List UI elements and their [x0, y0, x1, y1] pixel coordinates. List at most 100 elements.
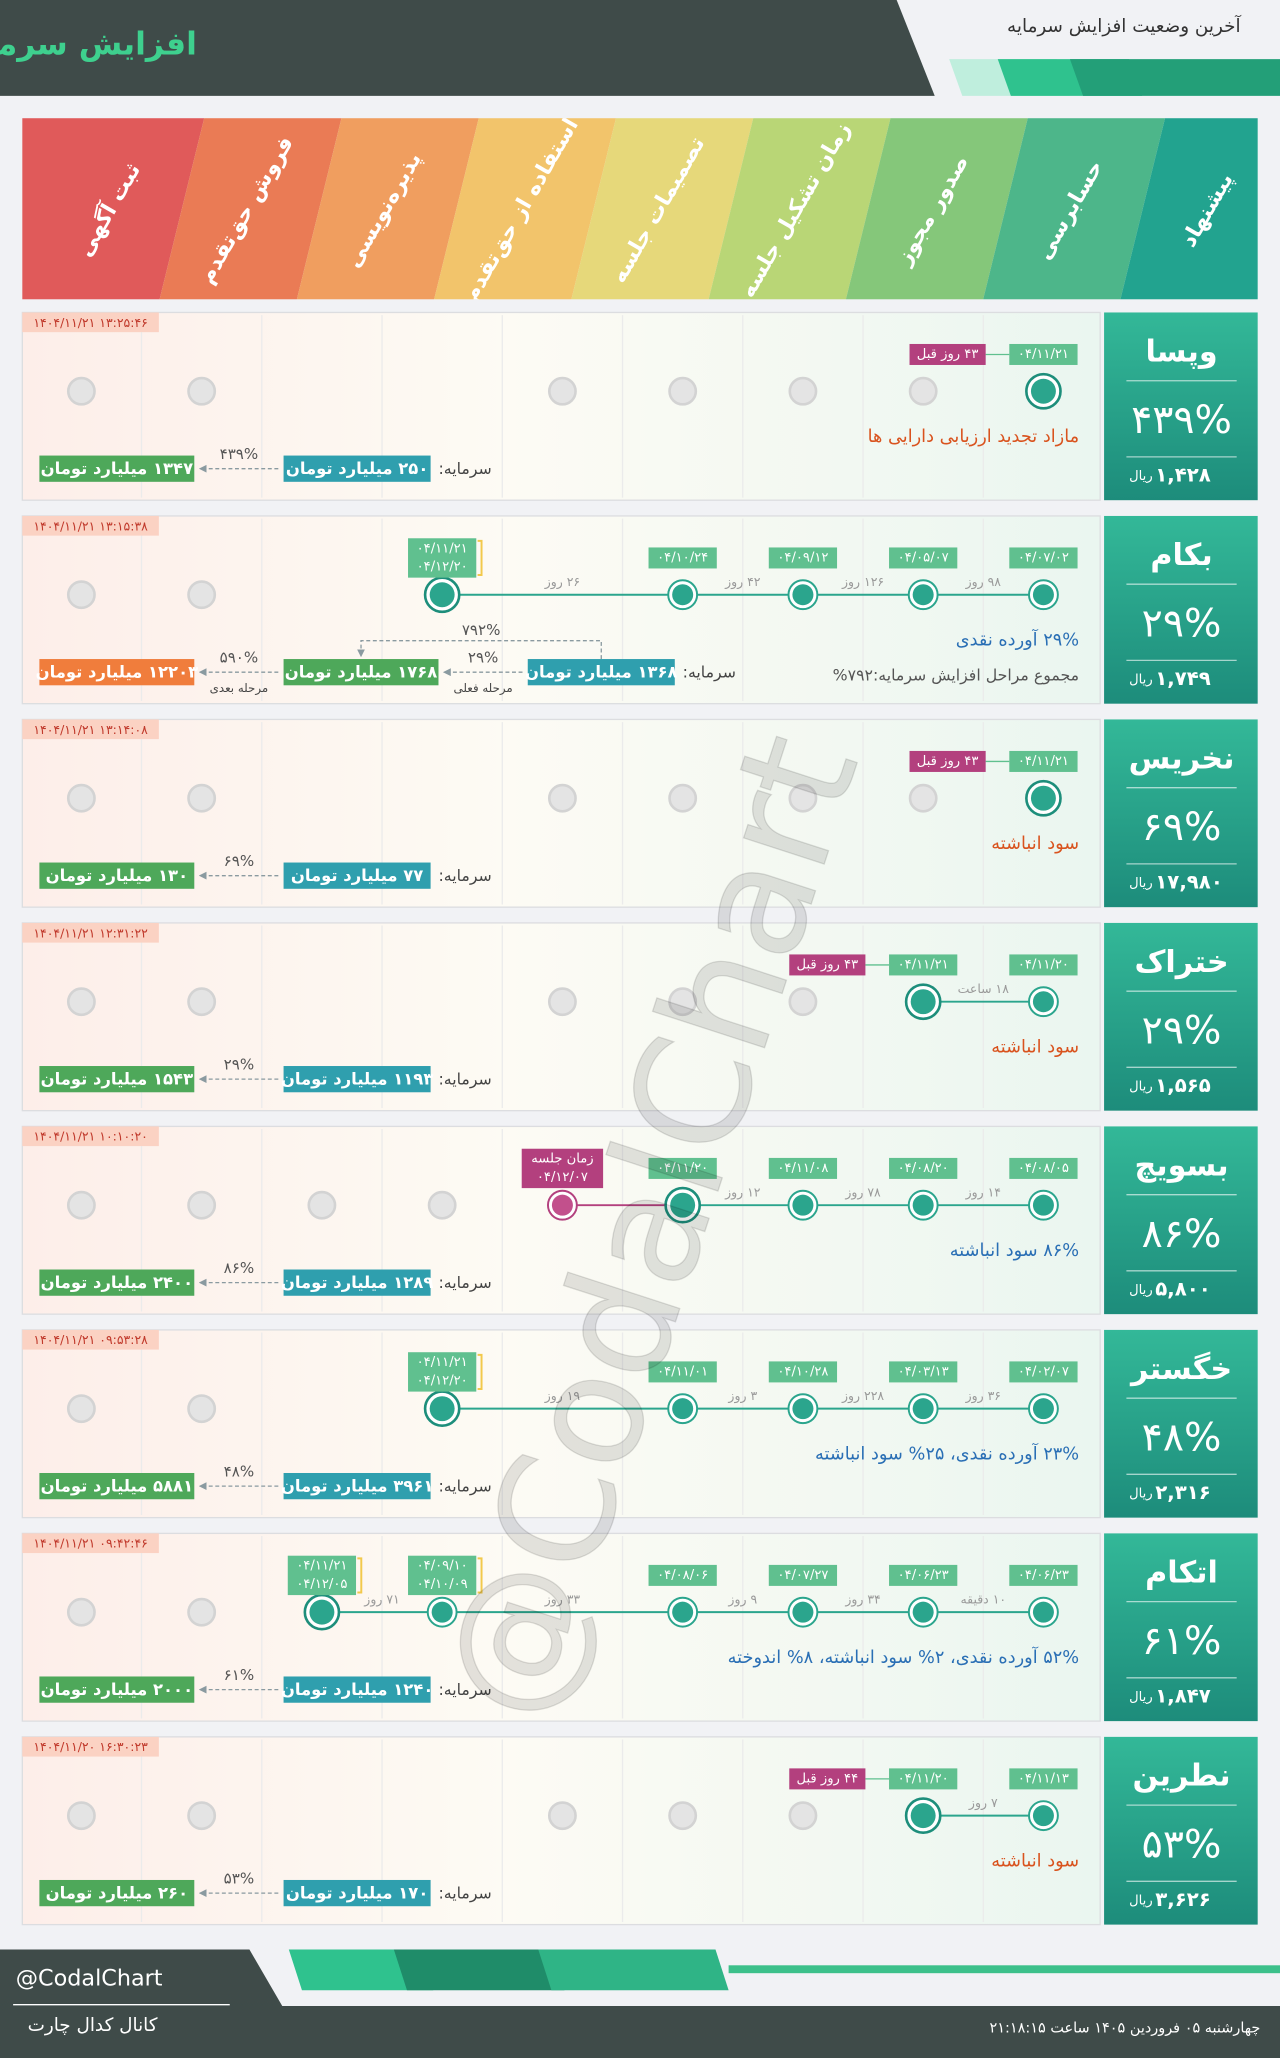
done-stage [792, 584, 814, 606]
pending-stage [427, 1190, 457, 1220]
symbol: خگستر [1129, 1351, 1232, 1387]
ago-tag [909, 750, 986, 772]
pending-stage [788, 376, 818, 406]
header-bar [0, 0, 935, 96]
pending-stage [908, 376, 938, 406]
pending-stage [187, 1597, 217, 1627]
description: سود انباشته [991, 1852, 1079, 1872]
price: ۳,۶۲۶ [1155, 1888, 1211, 1911]
timestamp: ۱۴۰۴/۱۱/۲۱ ۰۹:۵۳:۲۸ [33, 1332, 148, 1347]
capital-rate: ۴۸% [224, 1463, 255, 1481]
date-tag [768, 1564, 838, 1586]
description: سود انباشته [991, 1038, 1079, 1058]
date-tag [408, 538, 477, 578]
gap-label: ۳۴ روز [844, 1592, 880, 1608]
date-label: ۰۴/۱۱/۲۰ [1018, 957, 1069, 972]
total-rate: ۷۹۲% [462, 621, 501, 639]
date-bracket [357, 1557, 363, 1594]
date-label: ۰۴/۱۰/۰۹ [417, 1577, 468, 1592]
timestamp-bg [22, 922, 159, 943]
current-stage [910, 1803, 936, 1829]
date-bracket [477, 1353, 483, 1390]
symbol-card [1104, 719, 1258, 908]
date-label: ۰۴/۰۸/۰۶ [657, 1568, 708, 1583]
date-label: ۰۴/۱۱/۲۱ [296, 1559, 347, 1574]
date-tag [648, 547, 717, 569]
date-tag [768, 1157, 838, 1179]
done-stage [1032, 584, 1054, 606]
date-tag [768, 1361, 838, 1383]
ago-tag [789, 1768, 866, 1790]
stage-band [708, 118, 891, 300]
date-label: ۰۴/۰۷/۰۲ [1018, 550, 1069, 565]
date-tag [889, 1564, 958, 1586]
gap-label: ۱۲۶ روز [841, 574, 884, 590]
percent: ۴۳۹% [1131, 397, 1232, 443]
current-stage [1030, 378, 1056, 404]
pending-stage [668, 1801, 698, 1831]
pending-stage [187, 1394, 217, 1424]
capital-before-box [283, 1066, 431, 1093]
pending-stage [668, 987, 698, 1017]
date-tag [521, 1148, 604, 1189]
date-label: ۰۴/۰۶/۲۳ [898, 1568, 949, 1583]
date-tag [889, 1361, 958, 1383]
date-label: ۰۴/۱۲/۲۰ [417, 560, 468, 575]
date-tag [648, 1157, 717, 1179]
pending-stage [547, 987, 577, 1017]
capital-before: ۱۷۰ میلیارد تومان [286, 1884, 429, 1903]
capital-after: ۱۳۰ میلیارد تومان [46, 866, 189, 885]
timestamp-bg [22, 1736, 159, 1757]
ago-label: ۴۴ روز قبل [797, 1771, 859, 1786]
header-stripe [1069, 59, 1280, 96]
date-label: ۰۴/۰۶/۲۳ [1018, 1568, 1069, 1583]
symbol-card [1104, 515, 1258, 704]
date-label: ۰۴/۱۱/۲۱ [1018, 754, 1069, 769]
gap-label: ۴۲ روز [724, 574, 761, 590]
timestamp: ۱۴۰۴/۱۱/۲۱ ۱۳:۱۴:۰۸ [33, 722, 148, 737]
date-tag [889, 954, 958, 976]
stage-band [1120, 118, 1258, 300]
capital-before: ۱۱۹۳ میلیارد تومان [281, 1070, 434, 1089]
gap-label: ۳ روز [727, 1388, 757, 1404]
capital-label: سرمایه: [438, 459, 491, 479]
gap-label: ۹ روز [727, 1592, 757, 1608]
footer-channel: کانال کدال چارت [28, 2015, 158, 2036]
current-stage [910, 989, 936, 1015]
price-unit: ریال [1129, 1080, 1153, 1095]
date-label: ۰۴/۱۱/۲۱ [417, 1355, 468, 1370]
pending-stage [187, 987, 217, 1017]
price-unit: ریال [1129, 673, 1153, 688]
timestamp: ۱۴۰۴/۱۱/۲۱ ۰۹:۴۲:۴۶ [33, 1536, 148, 1551]
stage-band [434, 118, 617, 300]
stage-band [22, 118, 205, 300]
capital-after: ۲۰۰۰ میلیارد تومان [41, 1680, 194, 1699]
capital-after-box [39, 1676, 195, 1703]
symbol: نطرین [1133, 1759, 1231, 1794]
capital-before: ۳۹۶۱ میلیارد تومان [281, 1477, 434, 1496]
capital-after-box [39, 1066, 195, 1093]
ago-label: ۴۳ روز قبل [797, 957, 859, 972]
gap-label: ۷ روز [968, 1795, 998, 1811]
description: ۵۲% آورده نقدی، ۲% سود انباشته، ۸% اندوخ… [728, 1645, 1079, 1668]
capital-label: سرمایه: [438, 1070, 491, 1090]
capital-rate: ۶۱% [224, 1666, 255, 1684]
symbol-card [1104, 312, 1258, 501]
gap-label: ۱۴ روز [965, 1185, 1001, 1201]
pending-stage [668, 376, 698, 406]
date-label: ۰۴/۱۰/۲۴ [657, 550, 708, 565]
pending-stage [187, 1190, 217, 1220]
description: ۲۹% آورده نقدی [956, 628, 1079, 651]
gap-label: ۹۸ روز [965, 574, 1002, 590]
capital-after-box [39, 659, 195, 686]
done-stage [912, 1601, 934, 1623]
done-stage [672, 1398, 694, 1420]
date-label: ۰۴/۱۰/۲۸ [777, 1364, 828, 1379]
gap-label: ۳۳ روز [544, 1592, 581, 1608]
capital-rate: ۴۳۹% [220, 445, 259, 463]
price-unit: ریال [1129, 1893, 1153, 1908]
footer-stripe [538, 1949, 729, 1991]
footer-handle: @CodalChart [16, 1965, 163, 1991]
capital-rate: ۸۶% [224, 1259, 255, 1277]
